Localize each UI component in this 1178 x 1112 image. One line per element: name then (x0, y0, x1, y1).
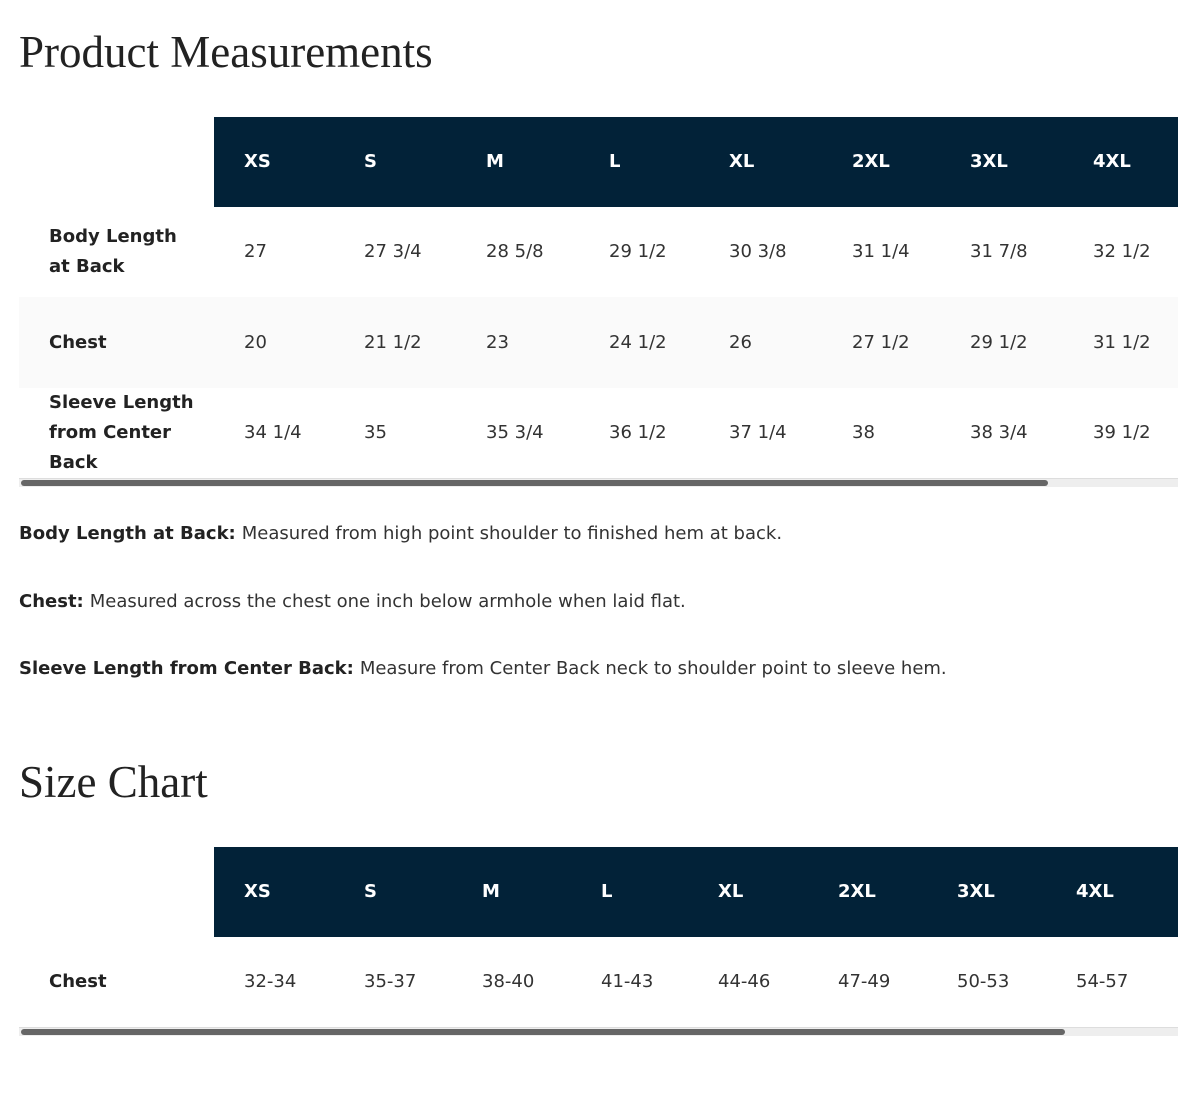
section-title: Product Measurements (19, 27, 433, 77)
cell: 32-34 (244, 971, 297, 992)
header-cell: 3XL (957, 881, 995, 902)
cell: 24 1/2 (609, 331, 667, 353)
cell: 26 (729, 331, 752, 353)
note: Sleeve Length from Center Back: Measure f… (19, 658, 947, 679)
header-cell: XL (729, 151, 755, 172)
cell: 27 (244, 241, 267, 262)
row-label: Chest (49, 971, 107, 992)
table-header (214, 117, 1178, 207)
cell: 29 1/2 (609, 241, 667, 262)
note-text: Measure from Center Back neck to shoulde… (359, 658, 947, 679)
note-text: Measured across the chest one inch below… (89, 590, 686, 612)
cell: 37 1/4 (729, 422, 787, 443)
section-title: Size Chart (19, 757, 208, 807)
row-label: Sleeve Length from Center Back (49, 392, 194, 473)
cell: 23 (486, 331, 509, 353)
header-cell: XS (244, 881, 271, 902)
note: Chest: Measured across the chest one inch… (19, 591, 686, 612)
cell: 30 3/8 (729, 241, 787, 262)
header-cell: S (364, 881, 377, 902)
header-cell: L (609, 151, 621, 172)
header-cell: M (486, 151, 504, 172)
cell: 29 1/2 (970, 331, 1028, 353)
row-label: Chest (49, 331, 107, 353)
table-row (19, 937, 1178, 1028)
cell: 38-40 (482, 971, 535, 992)
cell: 38 3/4 (970, 422, 1028, 443)
header-cell: 4XL (1093, 151, 1131, 172)
cell: 31 1/2 (1093, 331, 1151, 353)
cell: 27 3/4 (364, 241, 422, 262)
table-row (19, 388, 1178, 479)
cell: 35-37 (364, 971, 417, 992)
cell: 35 (364, 422, 387, 443)
cell: 27 1/2 (852, 331, 910, 353)
cell: 31 7/8 (970, 241, 1028, 262)
scrollbar-thumb[interactable] (21, 1029, 1065, 1035)
header-cell: S (364, 151, 377, 172)
note: Body Length at Back: Measured from high p… (19, 523, 782, 544)
table-header (214, 847, 1178, 937)
cell: 47-49 (838, 971, 891, 992)
header-cell: XL (718, 881, 744, 902)
note-term: Chest: (19, 590, 84, 612)
note-term: Sleeve Length from Center Back: (19, 658, 354, 679)
table-row (19, 297, 1178, 389)
cell: 31 1/4 (852, 241, 910, 262)
cell: 36 1/2 (609, 422, 667, 443)
header-cell: M (482, 881, 500, 902)
cell: 32 1/2 (1093, 241, 1151, 262)
header-cell: XS (244, 151, 271, 172)
note-term: Body Length at Back: (19, 523, 236, 544)
cell: 20 (244, 331, 267, 353)
cell: 21 1/2 (364, 331, 422, 353)
cell: 28 5/8 (486, 241, 544, 262)
note-text: Measured from high point shoulder to fin… (241, 523, 783, 544)
header-cell: 2XL (852, 151, 890, 172)
cell: 44-46 (718, 971, 771, 992)
cell: 35 3/4 (486, 422, 544, 443)
header-cell: 4XL (1076, 881, 1114, 902)
cell: 54-57 (1076, 971, 1129, 992)
header-cell: 2XL (838, 881, 876, 902)
cell: 34 1/4 (244, 422, 302, 443)
cell: 38 (852, 422, 875, 443)
header-cell: 3XL (970, 151, 1008, 172)
cell: 39 1/2 (1093, 422, 1151, 443)
header-cell: L (601, 881, 613, 902)
cell: 50-53 (957, 971, 1010, 992)
row-label: Body Length at Back (49, 226, 177, 277)
cell: 41-43 (601, 971, 654, 992)
scrollbar-thumb[interactable] (21, 480, 1048, 486)
